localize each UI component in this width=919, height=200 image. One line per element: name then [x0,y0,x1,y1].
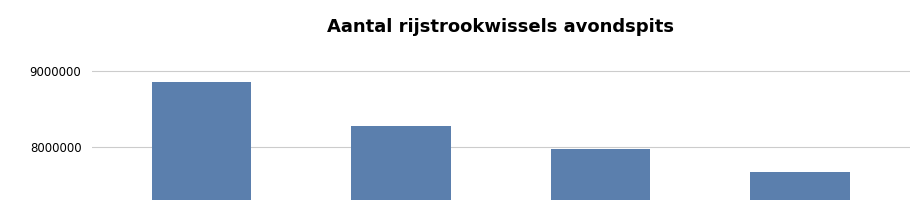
Bar [152,82,252,200]
Bar [550,149,651,200]
Title: Aantal rijstrookwissels avondspits: Aantal rijstrookwissels avondspits [327,18,675,36]
Bar [351,126,451,200]
Bar [750,172,850,200]
